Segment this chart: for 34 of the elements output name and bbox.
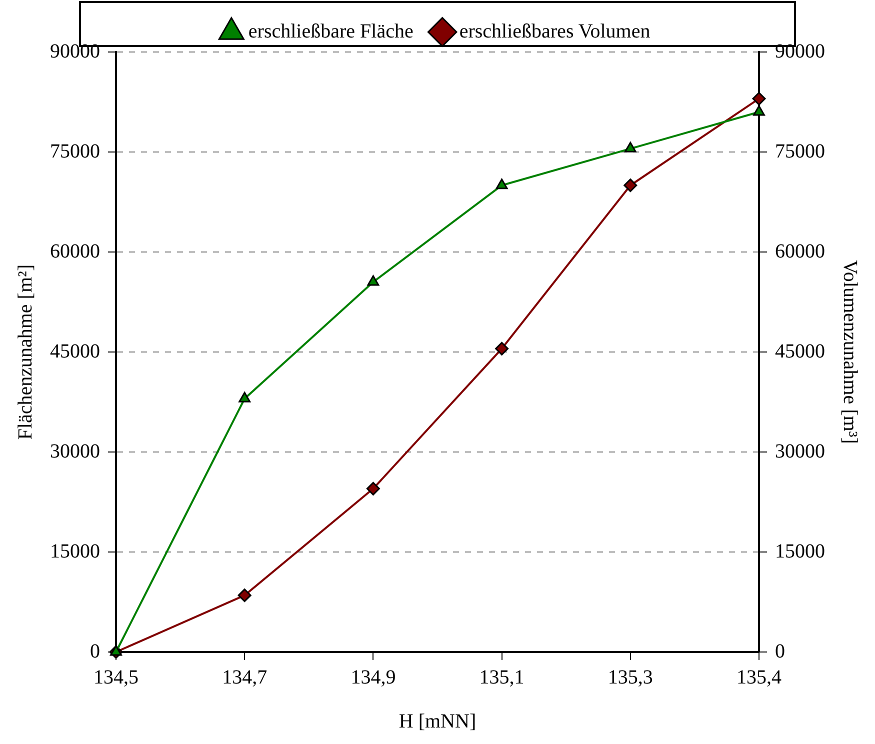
y2-tick-label: 15000 xyxy=(775,540,825,562)
y-tick-label: 45000 xyxy=(50,340,100,362)
y2-tick-label: 75000 xyxy=(775,140,825,162)
y2-tick-label: 30000 xyxy=(775,440,825,462)
point xyxy=(495,342,509,356)
legend-label: erschließbare Fläche xyxy=(248,20,414,42)
point xyxy=(367,275,380,286)
y2-axis-title: Volumenzunahme [m³] xyxy=(838,260,861,444)
x-tick-label: 135,3 xyxy=(608,666,653,688)
point xyxy=(110,645,122,656)
point xyxy=(752,92,766,106)
y2-tick-label: 45000 xyxy=(775,340,825,362)
x-tick-label: 134,9 xyxy=(350,666,396,688)
point xyxy=(238,588,252,602)
point xyxy=(624,178,638,192)
y-tick-label: 75000 xyxy=(50,140,100,162)
y-tick-label: 60000 xyxy=(50,240,100,262)
y2-tick-label: 60000 xyxy=(775,240,825,262)
y-tick-label: 15000 xyxy=(50,540,100,562)
legend-label: erschließbares Volumen xyxy=(459,20,650,42)
point xyxy=(624,142,636,152)
point xyxy=(753,105,765,116)
point xyxy=(496,178,508,190)
y-tick-label: 30000 xyxy=(50,440,100,462)
y-axis-title: Flächenzunahme [m²] xyxy=(14,264,36,440)
y2-tick-label: 0 xyxy=(775,640,785,662)
x-tick-label: 135,4 xyxy=(736,666,782,688)
x-tick-label: 135,1 xyxy=(479,666,524,688)
x-tick-label: 134,7 xyxy=(222,666,268,688)
point xyxy=(238,392,251,402)
x-axis-title: H [mNN] xyxy=(398,710,476,732)
y-tick-label: 0 xyxy=(90,640,100,662)
point xyxy=(366,482,380,496)
x-tick-label: 134,5 xyxy=(94,666,138,688)
